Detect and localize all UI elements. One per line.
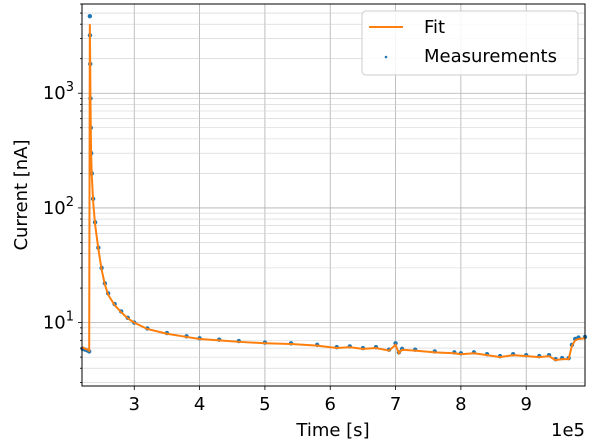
tick-layer: 3 4 5 6 7 8 9 101 102 103 [43, 3, 532, 415]
x-tick-label: 9 [520, 394, 531, 415]
fit-line [82, 24, 586, 362]
x-axis-label: Time [s] [295, 420, 369, 441]
y-tick-label: 101 [43, 310, 74, 334]
legend-measurements-label: Measurements [424, 46, 557, 67]
measurement-point [87, 13, 93, 19]
legend-box [361, 10, 579, 76]
legend: Fit Measurements [361, 10, 579, 76]
legend-measurements-swatch [384, 55, 388, 59]
x-tick-label: 3 [129, 394, 140, 415]
x-tick-label: 8 [455, 394, 466, 415]
measurement-point [393, 341, 398, 346]
plot-frame [81, 3, 586, 387]
legend-fit-label: Fit [424, 17, 445, 38]
x-tick-label: 5 [259, 394, 270, 415]
y-tick-label: 102 [43, 195, 74, 219]
data-layer [80, 13, 588, 362]
x-tick-label: 7 [390, 394, 401, 415]
y-tick-label: 103 [43, 80, 74, 104]
y-axis-label: Current [nA] [11, 139, 32, 250]
x-tick-label: 4 [194, 394, 205, 415]
x-offset-label: 1e5 [551, 420, 585, 441]
x-tick-label: 6 [325, 394, 336, 415]
